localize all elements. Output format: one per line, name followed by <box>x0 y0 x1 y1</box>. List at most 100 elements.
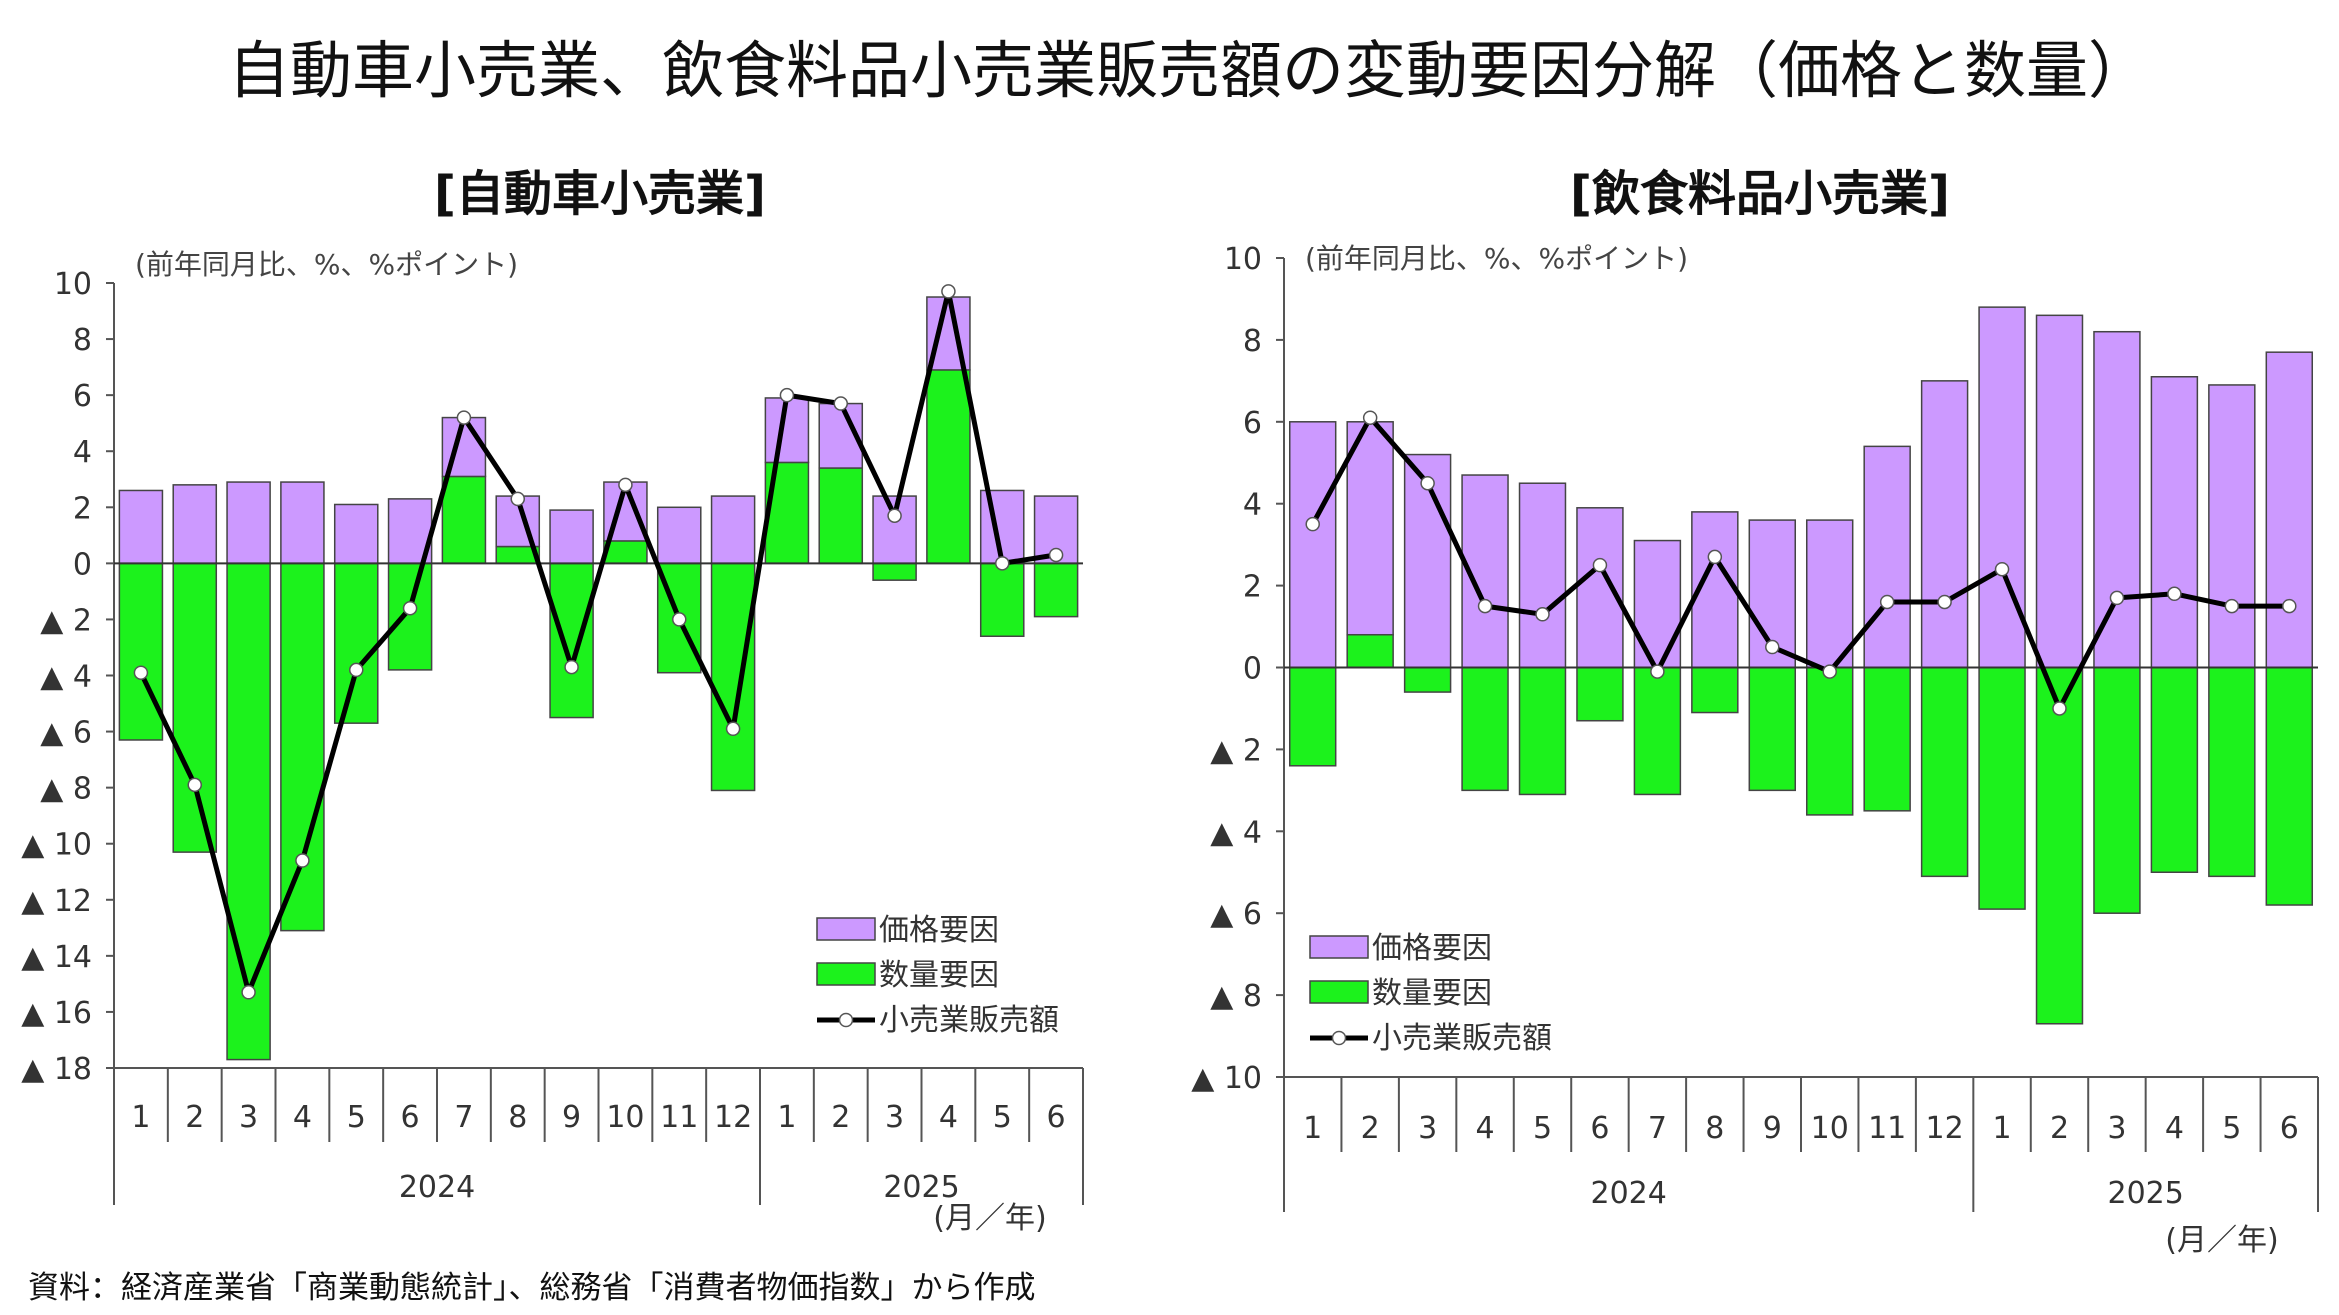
retail-sales-point <box>779 387 795 403</box>
price-factor-bar <box>226 481 271 565</box>
retail-sales-point <box>1362 410 1378 425</box>
x-tick-label: 6 <box>1047 1100 1066 1135</box>
price-factor-bar <box>872 495 917 565</box>
chart-title: [飲食料品小売業] <box>1570 166 1950 222</box>
y-tick-label: 6 <box>1243 406 1262 441</box>
price-factor-bar <box>1033 495 1079 565</box>
retail-sales-point <box>2224 598 2240 614</box>
figure-title: 自動車小売業、飲食料品小売業販売額の変動要因分解（価格と数量） <box>228 34 2150 107</box>
x-tick-label: 6 <box>401 1100 420 1135</box>
volume-factor-bar <box>1863 666 1911 812</box>
volume-factor-bar <box>710 562 756 792</box>
retail-sales-point <box>1765 639 1780 655</box>
x-tick-label: 8 <box>1705 1111 1724 1146</box>
volume-factor-bar <box>172 562 218 853</box>
volume-factor-bar <box>2035 666 2084 1025</box>
x-tick-label: 6 <box>2280 1111 2299 1146</box>
price-factor-bar <box>2093 330 2141 669</box>
year-label: 2024 <box>399 1170 475 1205</box>
volume-factor-bar <box>872 562 917 581</box>
retail-sales-point <box>1937 594 1952 610</box>
x-tick-label: 4 <box>2165 1111 2184 1146</box>
volume-factor-bar <box>2265 666 2314 906</box>
retail-sales-point <box>1420 475 1435 491</box>
volume-factor-bar <box>979 562 1025 637</box>
retail-sales-point <box>2282 598 2297 614</box>
price-factor-bar <box>172 484 218 565</box>
price-factor-bar <box>1576 507 1624 669</box>
x-tick-label: 8 <box>508 1100 527 1135</box>
y-tick-label: ▲ 10 <box>21 828 92 863</box>
y-tick-label: 2 <box>1243 570 1262 605</box>
x-tick-label: 7 <box>454 1100 473 1135</box>
retail-sales-point <box>995 556 1010 571</box>
price-factor-bar <box>1633 539 1682 669</box>
auto-retail-chart: [自動車小売業] (前年同月比、%、%ポイント) 10 8 6 4 2 0 ▲ 2 ▲ 4 ▲ 6 ▲… <box>21 166 1084 1236</box>
price-factor-bar <box>1863 445 1911 669</box>
retail-sales-point <box>2052 701 2067 716</box>
price-factor-bar <box>333 503 379 565</box>
legend-volume-swatch <box>1309 980 1369 1004</box>
legend-price-swatch <box>816 917 876 941</box>
x-tick-label: 11 <box>660 1100 698 1135</box>
price-factor-bar <box>1288 421 1337 669</box>
legend-line-marker <box>1331 1030 1347 1046</box>
retail-sales-point <box>510 491 525 507</box>
retail-sales-point <box>941 284 956 299</box>
source-note: 資料：経済産業省「商業動態統計」、総務省「消費者物価指数」から作成 <box>28 1270 1036 1306</box>
year-label: 2025 <box>2107 1176 2183 1211</box>
y-tick-label: 2 <box>73 491 92 526</box>
x-tick-label: 4 <box>939 1100 958 1135</box>
x-tick-label: 1 <box>777 1100 796 1135</box>
y-tick-label: ▲ 6 <box>1210 897 1262 932</box>
y-tick-label: ▲ 8 <box>1210 979 1262 1014</box>
year-label: 2024 <box>1590 1176 1666 1211</box>
y-tick-label: 4 <box>73 435 92 470</box>
x-tick-label: 2 <box>185 1100 204 1135</box>
y-tick-label: 10 <box>54 267 92 302</box>
x-tick-label: 9 <box>1763 1111 1782 1146</box>
retail-sales-point <box>456 410 472 425</box>
retail-sales-point <box>1592 557 1608 573</box>
price-factor-bar <box>549 509 594 565</box>
retail-sales-point <box>1477 598 1493 614</box>
year-label: 2025 <box>883 1170 959 1205</box>
volume-factor-bar <box>1920 666 1969 878</box>
retail-sales-point <box>564 659 579 675</box>
y-tick-label: ▲ 10 <box>1191 1061 1262 1096</box>
price-factor-bar <box>2265 351 2314 669</box>
x-tick-label: 1 <box>1993 1111 2012 1146</box>
volume-factor-bar <box>1978 666 2026 910</box>
x-tick-label: 1 <box>131 1100 150 1135</box>
legend-line-label: 小売業販売額 <box>879 1003 1059 1038</box>
x-tick-label: 3 <box>1418 1111 1437 1146</box>
retail-sales-point <box>241 985 256 1000</box>
retail-sales-point <box>1650 664 1665 679</box>
y-tick-label: ▲ 2 <box>40 603 92 638</box>
volume-factor-bar <box>1403 666 1452 693</box>
volume-factor-bar <box>226 562 271 1061</box>
volume-factor-bar <box>2093 666 2141 914</box>
legend-line-marker <box>838 1012 854 1028</box>
volume-factor-bar <box>2150 666 2199 873</box>
x-tick-label: 4 <box>1476 1111 1495 1146</box>
price-factor-bar <box>118 489 164 565</box>
y-tick-label: 0 <box>1243 652 1262 687</box>
volume-factor-bar <box>333 562 379 724</box>
volume-factor-bar <box>387 562 433 671</box>
x-tick-label: 5 <box>347 1100 366 1135</box>
food-retail-chart: [飲食料品小売業] (前年同月比、%、%ポイント) 10 8 6 4 2 0 ▲ 2 ▲ 4 ▲ 6… <box>1191 166 2319 1258</box>
y-tick-label: ▲ 2 <box>1210 733 1262 768</box>
volume-factor-bar <box>1633 666 1682 796</box>
volume-factor-bar <box>1748 666 1797 792</box>
x-tick-label: 2 <box>1361 1111 1380 1146</box>
x-tick-label: 9 <box>562 1100 581 1135</box>
y-tick-label: ▲ 14 <box>21 940 92 975</box>
retail-sales-point <box>133 665 149 680</box>
price-factor-bar <box>1920 380 1969 669</box>
volume-factor-bar <box>441 475 487 565</box>
legend-price-label: 価格要因 <box>1372 931 1492 966</box>
x-tick-label: 2 <box>2050 1111 2069 1146</box>
